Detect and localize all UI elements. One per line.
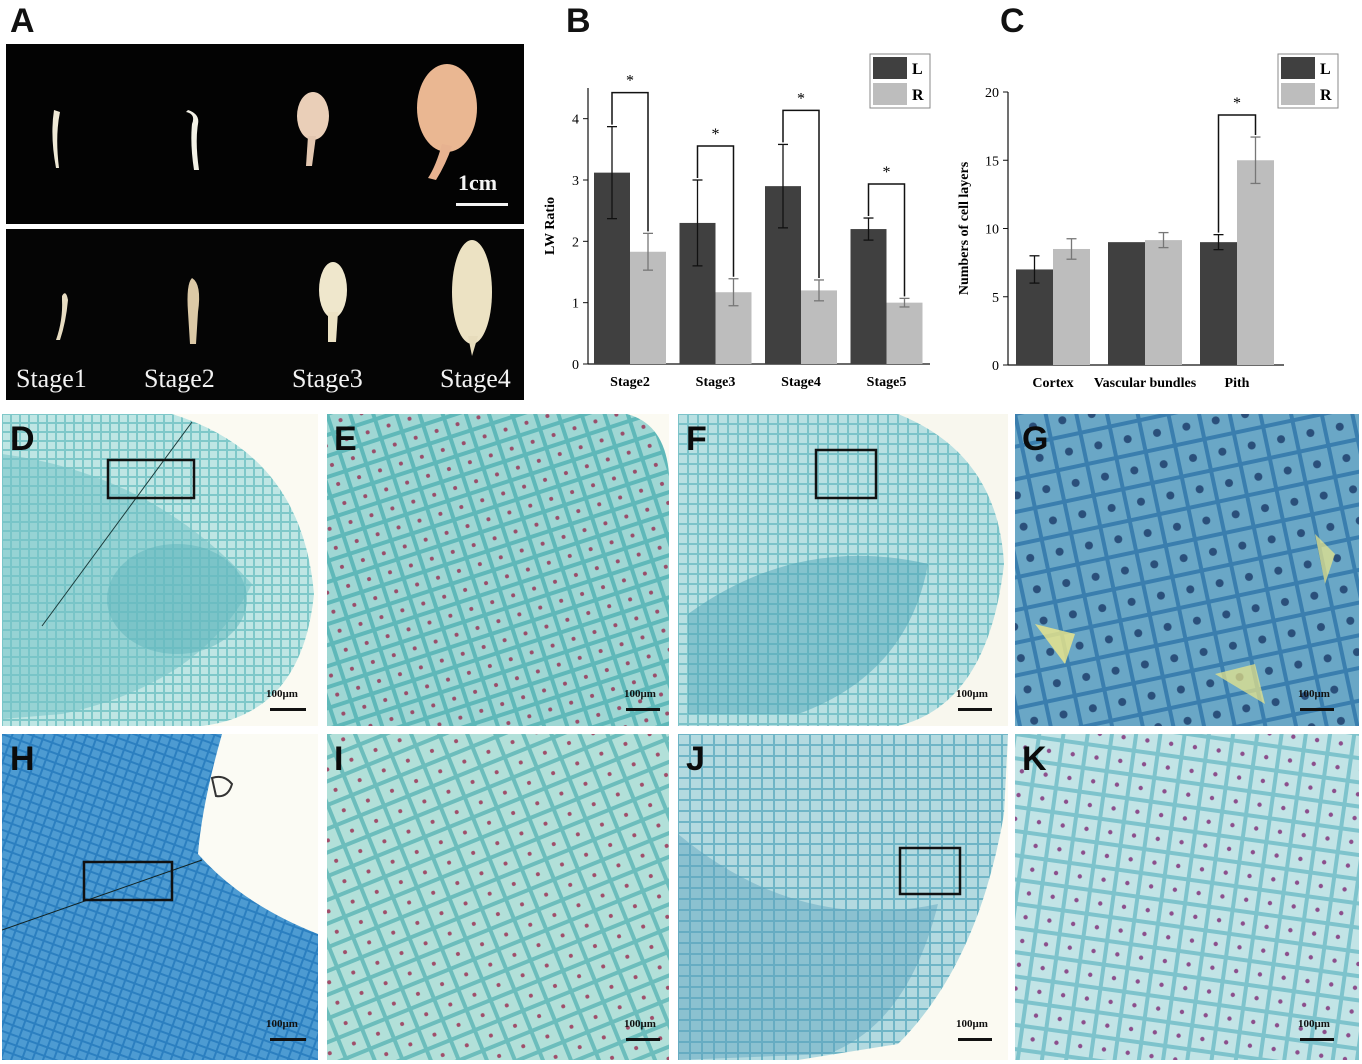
scale-bar-d [270, 708, 306, 711]
y-tick-label: 20 [985, 86, 999, 101]
bar [801, 290, 837, 364]
scale-label-d: 100μm [266, 688, 298, 700]
x-tick-label: Stage5 [867, 375, 907, 390]
significance-marker: * [712, 126, 720, 143]
micrograph-f [678, 414, 1008, 726]
scale-bar-e [626, 708, 660, 711]
scale-label-j: 100μm [956, 1018, 988, 1030]
y-tick-label: 0 [572, 358, 579, 373]
scale-bar-1cm [456, 203, 508, 206]
legend-label: L [912, 61, 923, 78]
scale-label-k: 100μm [1298, 1018, 1330, 1030]
panel-label-c: C [1000, 2, 1025, 40]
scale-bar-f [958, 708, 992, 711]
micrograph-e [327, 414, 669, 726]
y-axis-label: LW Ratio [543, 197, 558, 255]
scale-label-e: 100μm [624, 688, 656, 700]
stage-label-1: Stage1 [16, 364, 87, 393]
panel-label-i: I [334, 740, 344, 778]
x-tick-label: Stage3 [696, 375, 736, 390]
micrograph-j [678, 734, 1008, 1060]
scale-bar-g [1300, 708, 1334, 711]
significance-bracket [611, 91, 649, 232]
panel-label-k: K [1022, 740, 1047, 778]
x-tick-label: Vascular bundles [1094, 376, 1197, 391]
micrograph-d [2, 414, 318, 726]
panel-label-f: F [686, 420, 707, 458]
scale-bar-k [1300, 1038, 1334, 1041]
x-tick-label: Pith [1225, 376, 1250, 391]
legend-label: L [1320, 61, 1331, 78]
y-tick-label: 15 [985, 154, 999, 169]
micrograph-h [2, 734, 318, 1060]
panel-label-a: A [10, 2, 35, 40]
y-tick-label: 0 [992, 359, 999, 374]
scale-bar-i [626, 1038, 660, 1041]
bar [1053, 248, 1090, 365]
y-tick-label: 4 [572, 113, 579, 128]
x-tick-label: Stage2 [610, 375, 650, 390]
panel-label-d: D [10, 420, 35, 458]
micrograph-k [1015, 734, 1359, 1060]
legend-swatch [1281, 83, 1315, 105]
significance-bracket [782, 109, 820, 278]
scale-bar-j [958, 1038, 992, 1041]
stage-label-3: Stage3 [292, 364, 363, 393]
legend-label: R [1320, 87, 1332, 104]
scale-label-f: 100μm [956, 688, 988, 700]
legend-label: R [912, 87, 924, 104]
legend-swatch [873, 57, 907, 79]
scale-label-1cm: 1cm [458, 170, 498, 195]
bar [1016, 269, 1053, 365]
significance-marker: * [797, 90, 805, 107]
tuber-photo-drawing [6, 44, 524, 400]
significance-marker: * [1233, 95, 1241, 112]
cell-layers-chart: 0 5 10 15 20 Numbers of cell layers Cortex Vasc… [957, 53, 1339, 391]
panel-label-h: H [10, 740, 35, 778]
scale-label-g: 100μm [1298, 688, 1330, 700]
legend-swatch [873, 83, 907, 105]
bar [886, 302, 923, 364]
significance-bracket [867, 183, 906, 297]
panel-label-b: B [566, 2, 591, 40]
photo-tuber-stages: 1cm Stage1 Stage2 Stage3 Stage4 [6, 44, 524, 400]
stage-label-4: Stage4 [440, 364, 511, 393]
significance-marker: * [883, 164, 891, 181]
significance-bracket [1217, 114, 1257, 233]
significance-bracket [696, 145, 735, 277]
bar [1108, 242, 1145, 365]
scale-bar-h [270, 1038, 306, 1041]
bar [850, 229, 887, 364]
y-tick-label: 2 [572, 235, 579, 250]
significance-marker: * [626, 73, 634, 90]
y-tick-label: 3 [572, 174, 579, 189]
bar [1145, 240, 1182, 365]
lw-ratio-chart: 0 1 2 3 4 LW Ratio Stage2 * Stage3 * Stage4 * Stage5… [543, 53, 931, 390]
micrograph-i [327, 734, 669, 1060]
y-axis-label: Numbers of cell layers [957, 161, 972, 295]
x-tick-label: Stage4 [781, 375, 821, 390]
legend-swatch [1281, 57, 1315, 79]
bar [1200, 242, 1237, 365]
y-tick-label: 5 [992, 291, 999, 306]
y-tick-label: 1 [572, 297, 579, 312]
scale-label-i: 100μm [624, 1018, 656, 1030]
bar [1237, 160, 1274, 365]
scale-label-h: 100μm [266, 1018, 298, 1030]
panel-label-e: E [334, 420, 357, 458]
stage-label-2: Stage2 [144, 364, 215, 393]
y-tick-label: 10 [985, 223, 999, 238]
panel-label-g: G [1022, 420, 1049, 458]
panel-label-j: J [686, 740, 705, 778]
micrograph-g [1015, 414, 1359, 726]
x-tick-label: Cortex [1032, 376, 1073, 391]
